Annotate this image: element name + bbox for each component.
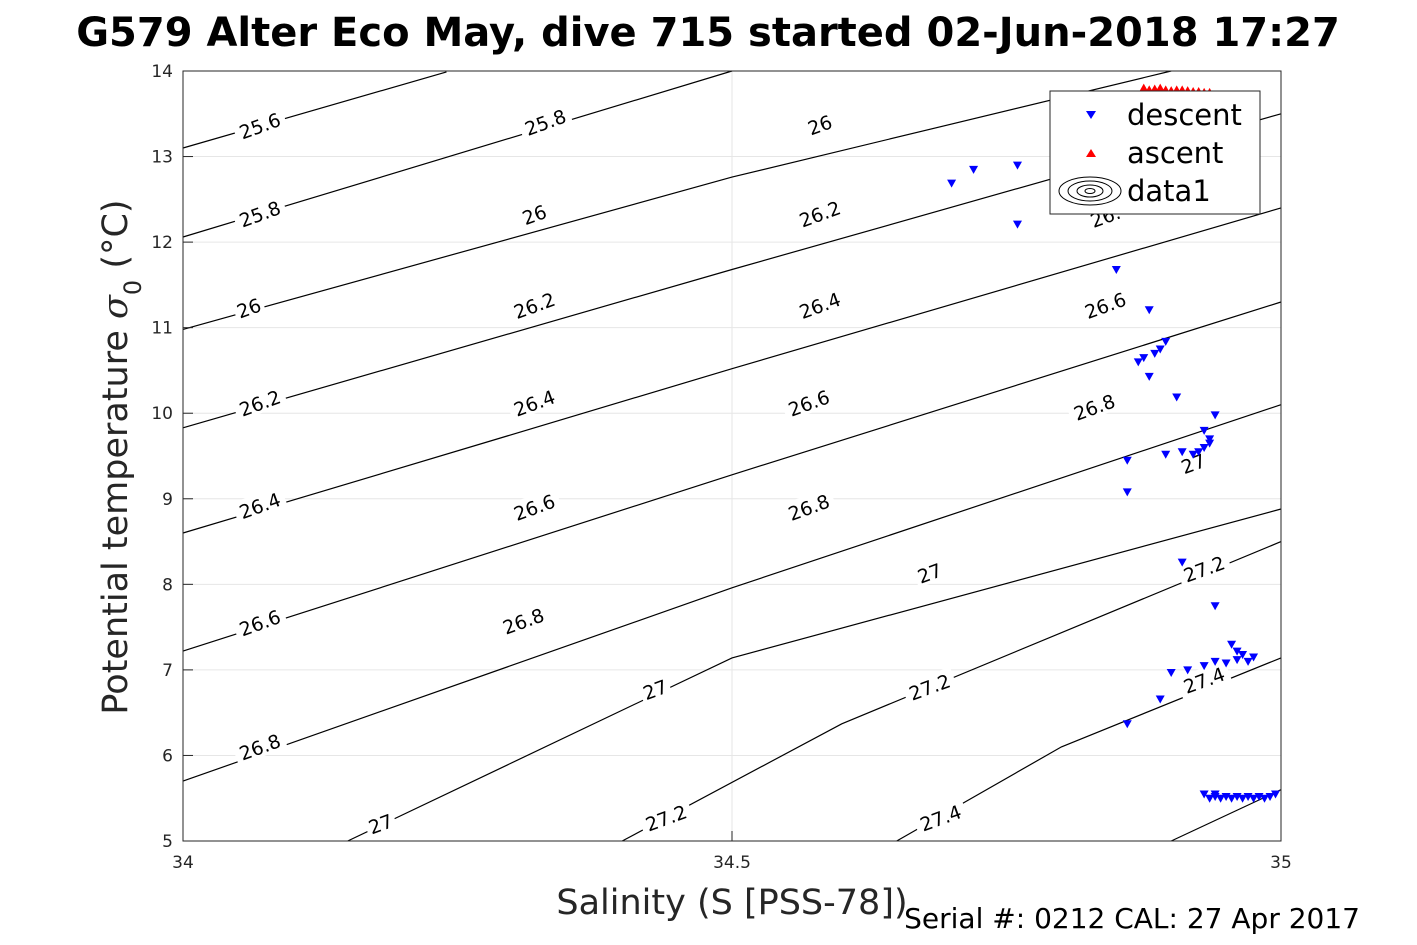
descent-point [1161,337,1171,346]
y-axis-label-main: Potential temperature [96,319,136,715]
y-tick-label: 5 [162,832,173,852]
y-tick-label: 8 [162,575,173,595]
descent-point [1210,790,1220,799]
y-axis-label-unit: (°C) [96,199,136,279]
legend-ascent-marker [1086,149,1096,157]
ascent-point [1139,83,1149,92]
y-axis-ticks: 5 6 7 8 9 10 11 12 13 14 [151,62,193,852]
y-tick-label: 9 [162,490,173,510]
descent-point [1111,265,1121,274]
y-axis-label-sigma: σ [96,294,136,319]
contour-line-26-6 [182,301,1282,652]
descent-point [1205,794,1215,803]
contour-line-26-8 [182,404,1282,782]
contour-lines [182,70,1282,842]
descent-point [1012,220,1022,229]
contour-label: 27 [1175,447,1211,479]
ascent-point [1155,83,1165,92]
descent-point [1188,450,1198,459]
y-axis-label-subscript: 0 [119,280,147,295]
x-tick-label: 35 [1270,853,1292,873]
descent-point [1177,448,1187,457]
descent-series [947,161,1281,803]
legend: descent ascent data1 [1049,90,1261,215]
y-axis-label: Potential temperature σ0 (°C) [96,199,147,714]
descent-point [1210,411,1220,420]
legend-contour-icon [1058,176,1122,206]
descent-point [1210,657,1220,666]
descent-point [1177,558,1187,567]
contour-label: 27 [911,556,948,589]
descent-point [1221,659,1231,668]
descent-point [1243,657,1253,666]
descent-point [1144,372,1154,381]
contour-line-27-2 [621,541,1282,842]
contour-line-25-6 [182,71,447,149]
descent-point [1122,456,1132,465]
descent-point [1199,443,1209,452]
descent-point [1205,435,1215,444]
y-tick-label: 6 [162,746,173,766]
descent-point [1227,794,1237,803]
descent-point [1238,650,1248,659]
descent-point [1199,790,1209,799]
descent-point [1172,393,1182,402]
descent-point [1144,306,1154,315]
descent-point [1205,439,1215,448]
x-axis-ticks: 34 34.5 35 [172,831,1292,873]
descent-point [1260,794,1270,803]
y-tick-label: 12 [151,233,173,253]
y-tick-label: 10 [151,404,173,424]
descent-point [1012,161,1022,170]
descent-point [1271,790,1281,799]
descent-point [1216,794,1226,803]
y-tick-label: 11 [151,319,173,339]
legend-ascent-label: ascent [1127,136,1223,170]
contour-label: 26 [516,198,552,230]
contour-line-26-4 [182,207,1282,534]
legend-descent-marker [1086,111,1096,119]
legend-box [1049,90,1261,215]
x-axis-label: Salinity (S [PSS-78]) [556,883,907,923]
descent-point [1249,653,1259,662]
descent-point [1155,695,1165,704]
descent-point [1194,448,1204,457]
descent-point [1139,354,1149,363]
contour-line-27 [347,508,1282,842]
descent-point [1133,358,1143,367]
descent-point [1161,450,1171,459]
descent-point [947,179,957,188]
descent-point [1122,488,1132,497]
descent-point [1232,647,1242,656]
contour-label: 26 [230,291,267,323]
descent-point [1210,602,1220,611]
descent-point [1227,640,1237,649]
descent-point [1199,662,1209,671]
legend-descent-label: descent [1127,98,1242,132]
serial-cal-footer: Serial #: 0212 CAL: 27 Apr 2017 [904,902,1360,935]
descent-point [1238,794,1248,803]
y-tick-label: 7 [162,661,173,681]
descent-point [969,165,979,174]
descent-point [1199,426,1209,435]
descent-point [1265,793,1275,802]
descent-point [1155,345,1165,354]
chart-title: G579 Alter Eco May, dive 715 started 02-… [76,10,1340,56]
x-tick-label: 34.5 [713,853,751,873]
descent-point [1166,668,1176,677]
y-tick-label: 13 [151,148,173,168]
descent-point [1183,666,1193,675]
x-tick-label: 34 [172,853,194,873]
descent-point [1232,656,1242,665]
y-tick-label: 14 [151,62,173,82]
descent-point [1150,349,1160,358]
descent-point [1249,794,1259,803]
legend-data1-label: data1 [1127,174,1211,208]
descent-point [1122,720,1132,729]
contour-line-26 [182,70,1172,330]
